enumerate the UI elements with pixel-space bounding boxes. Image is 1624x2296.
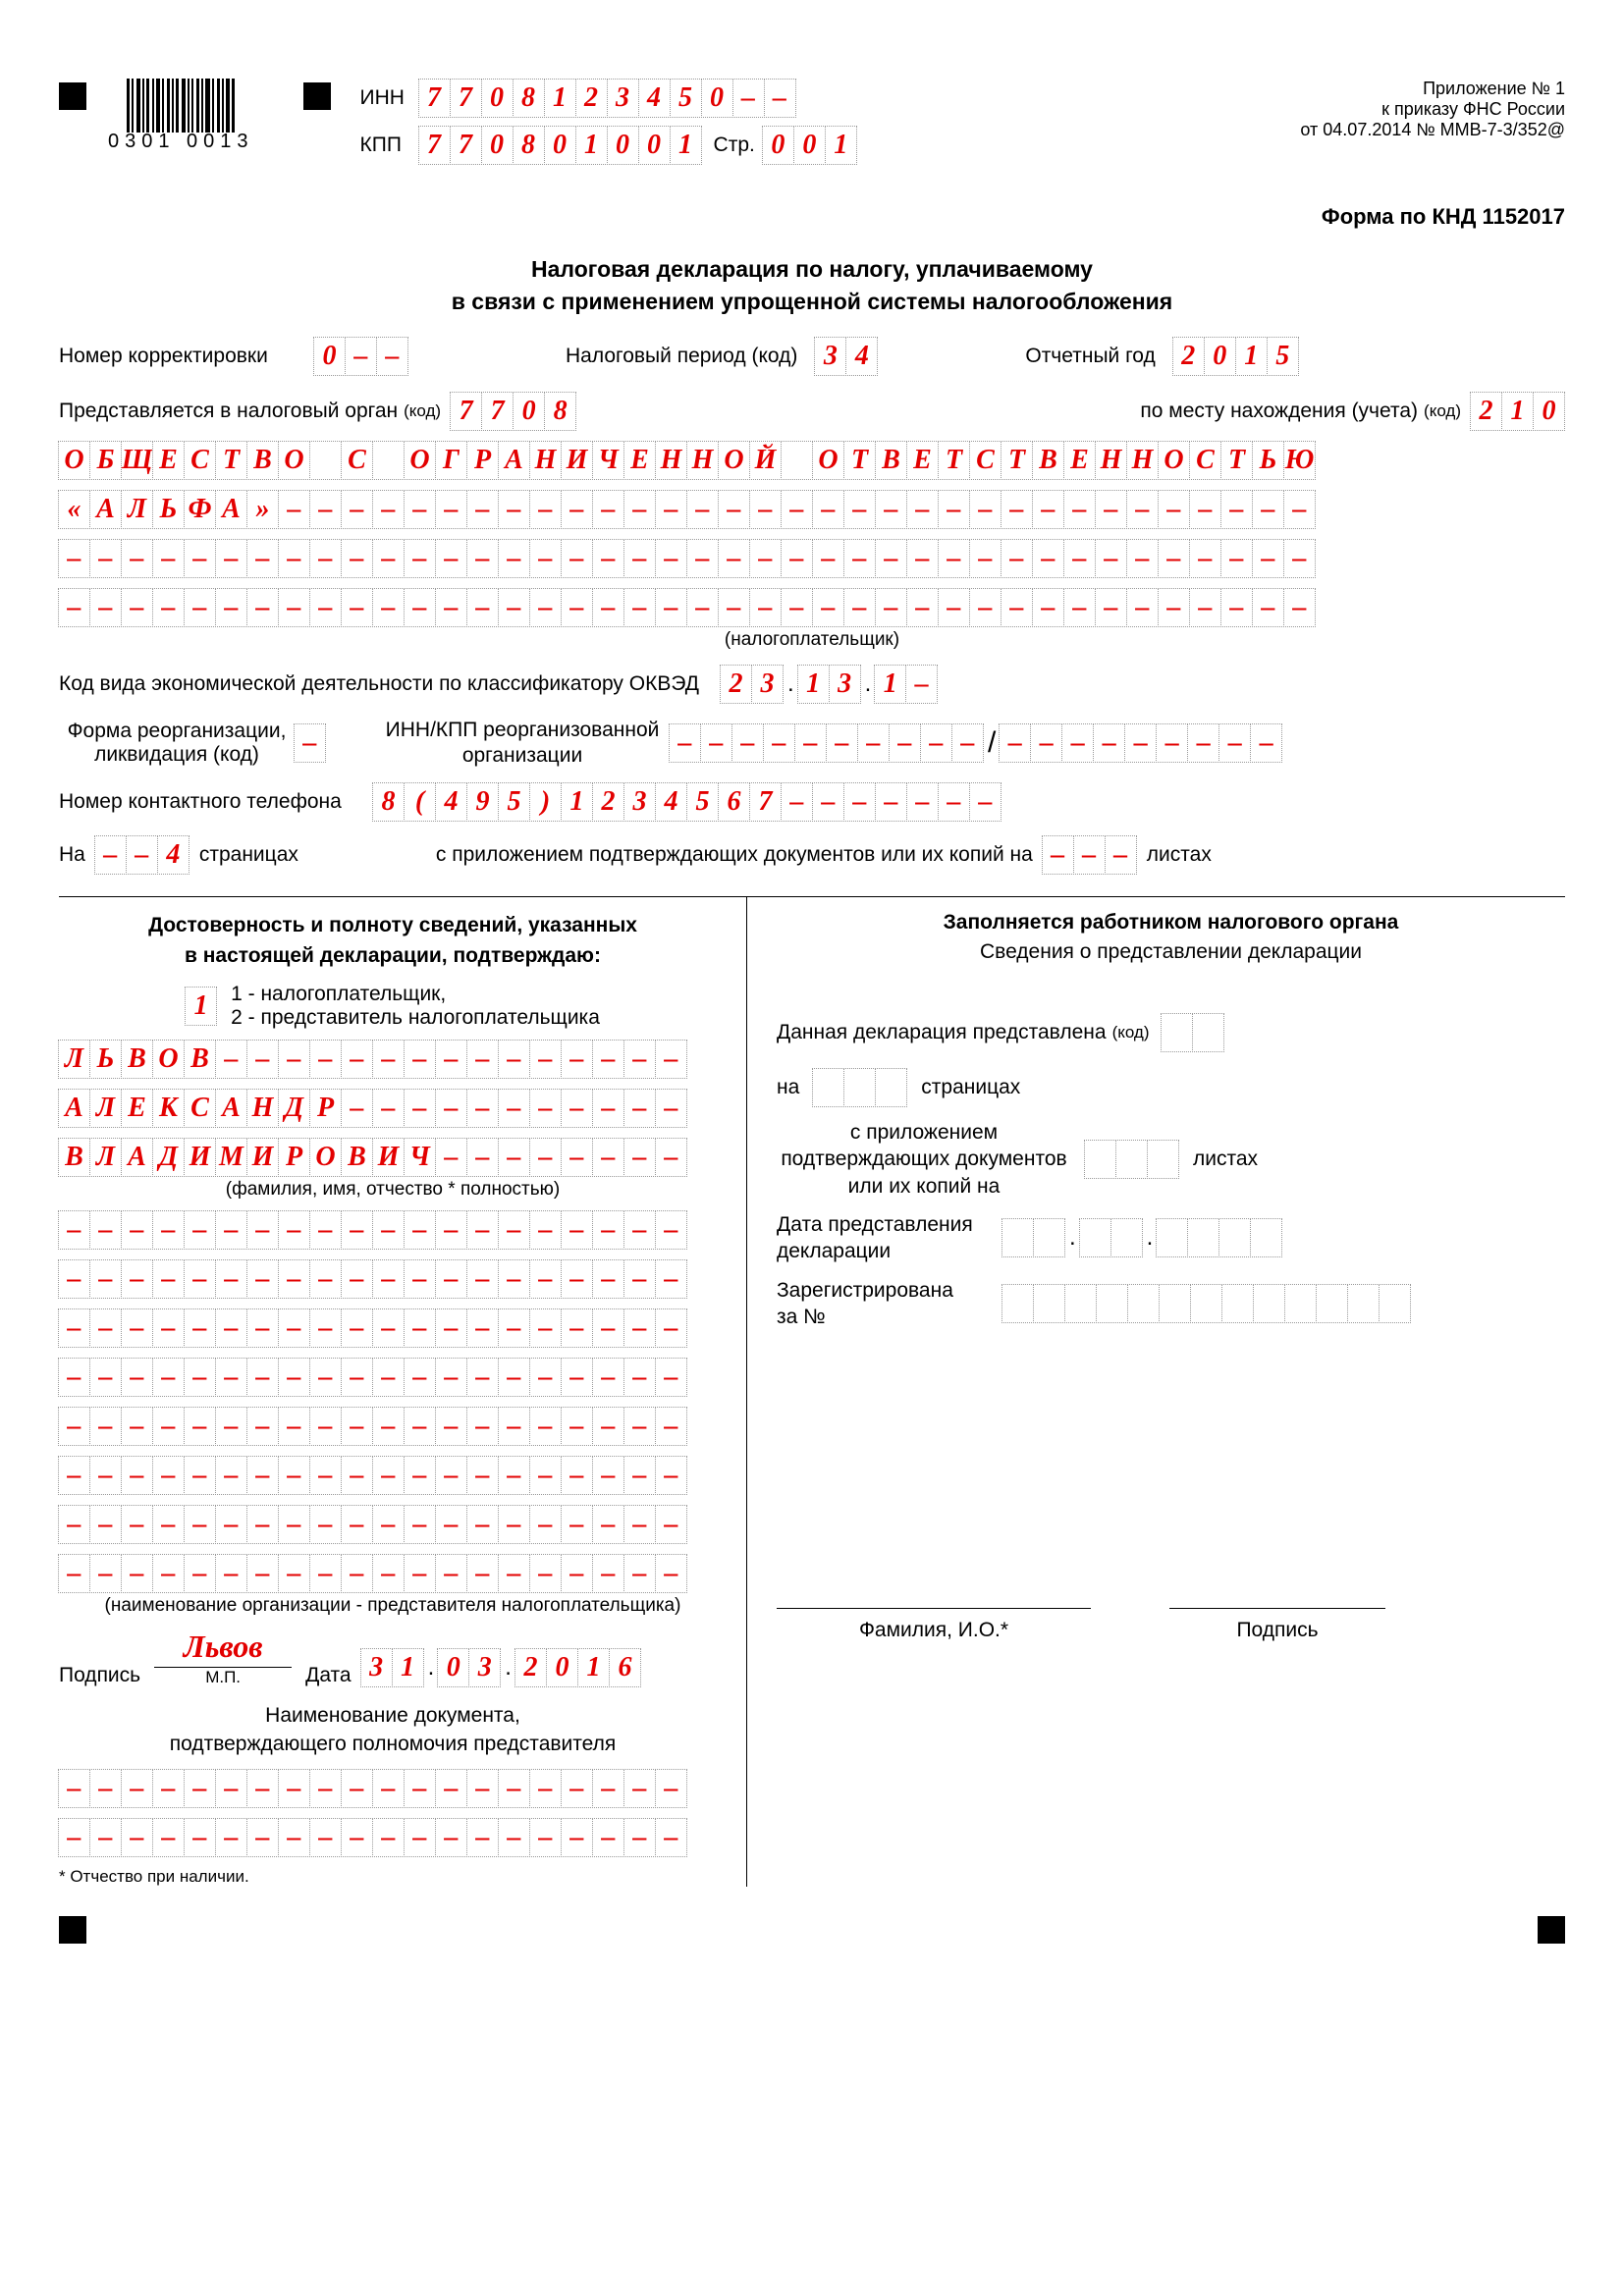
rb-sign-slot: [1169, 1585, 1385, 1609]
form-code: Форма по КНД 1152017: [59, 204, 1565, 230]
appendix: Приложение № 1 к приказу ФНС России от 0…: [1300, 79, 1565, 140]
r4-m: [1080, 1218, 1143, 1257]
marker-tl: [59, 82, 86, 110]
marker-br: [1538, 1916, 1565, 1944]
okved-g2: 13: [798, 665, 861, 704]
right-subtitle: Сведения о представлении декларации: [777, 940, 1565, 964]
r1-sub: (код): [1112, 1023, 1150, 1042]
rb-sign-label: Подпись: [1169, 1619, 1385, 1642]
who-labels: 1 - налогоплательщик, 2 - представитель …: [231, 983, 600, 1030]
organ-sub: (код): [404, 401, 441, 421]
fio-l3: ВЛАДИМИРОВИЧ––––––––: [59, 1138, 687, 1177]
phone-label: Номер контактного телефона: [59, 790, 373, 814]
stranitsah-label: страницах: [199, 843, 298, 867]
orgname-l1: ОБЩЕСТВОСОГРАНИЧЕННОЙОТВЕТСТВЕННОСТЬЮ: [59, 441, 1316, 480]
doc-title: Наименование документа, подтверждающего …: [59, 1701, 727, 1759]
orgrep-line: ––––––––––––––––––––: [59, 1358, 687, 1397]
sign-label: Подпись: [59, 1664, 140, 1687]
inn-label: ИНН: [360, 86, 419, 110]
footnote: * Отчество при наличии.: [59, 1867, 727, 1887]
page-label: Стр.: [714, 133, 755, 157]
phone-cells: 8(495)1234567–––––––: [373, 782, 1001, 822]
r5-cells: [1002, 1284, 1411, 1323]
date-m: 03: [438, 1648, 501, 1687]
corr-label: Номер корректировки: [59, 345, 314, 368]
period-label: Налоговый период (код): [566, 345, 797, 368]
organ-cells: 7708: [451, 392, 576, 431]
orgname-l3: ––––––––––––––––––––––––––––––––––––––––: [59, 539, 1316, 578]
r2-cells: [813, 1068, 907, 1107]
orgrep-line: ––––––––––––––––––––: [59, 1505, 687, 1544]
with-attach-label: с приложением подтверждающих документов …: [436, 843, 1033, 867]
corr-cells: 0––: [314, 337, 408, 376]
sheets-cells: –––: [1043, 835, 1137, 875]
r4-y: [1157, 1218, 1282, 1257]
kpp-label: КПП: [360, 133, 419, 157]
organ-label2: по месту нахождения (учета): [1140, 400, 1418, 423]
reorg-label: Форма реорганизации,ликвидация (код): [59, 720, 295, 767]
r2-after: страницах: [921, 1076, 1020, 1099]
period-cells: 34: [815, 337, 878, 376]
orgrep-line: ––––––––––––––––––––: [59, 1210, 687, 1250]
who-code: 1: [186, 987, 217, 1026]
kpp-cells: 770801001: [419, 126, 702, 165]
reorg-inn: ––––––––––: [670, 723, 984, 763]
date-y: 2016: [515, 1648, 641, 1687]
rb-fio-label: Фамилия, И.О.*: [777, 1619, 1091, 1642]
r4-d: [1002, 1218, 1065, 1257]
year-cells: 2015: [1173, 337, 1299, 376]
fio-l1: ЛЬВОВ–––––––––––––––: [59, 1040, 687, 1079]
doc-line: ––––––––––––––––––––: [59, 1818, 687, 1857]
orgrep-line: ––––––––––––––––––––: [59, 1554, 687, 1593]
orgrep-line: ––––––––––––––––––––: [59, 1407, 687, 1446]
page-cells: 001: [763, 126, 857, 165]
marker-bl: [59, 1916, 86, 1944]
reorg-kpp: –––––––––: [1000, 723, 1282, 763]
date-label: Дата: [305, 1664, 352, 1687]
doc-line: ––––––––––––––––––––: [59, 1769, 687, 1808]
inn-cells: 7708123450––: [419, 79, 796, 118]
orgrep-line: ––––––––––––––––––––: [59, 1456, 687, 1495]
rb-fio-slot: [777, 1585, 1091, 1609]
fio-caption: (фамилия, имя, отчество * полностью): [59, 1179, 727, 1201]
r1-label: Данная декларация представлена: [777, 1021, 1107, 1044]
marker-tl2: [303, 82, 331, 110]
organ-label: Представляется в налоговый орган: [59, 400, 398, 423]
r5-label: Зарегистрирована за №: [777, 1277, 1002, 1331]
orgrep-line: ––––––––––––––––––––: [59, 1308, 687, 1348]
r1-cells: [1162, 1013, 1224, 1052]
okved-label: Код вида экономической деятельности по к…: [59, 672, 699, 696]
year-label: Отчетный год: [1025, 345, 1155, 368]
right-title: Заполняется работником налогового органа: [777, 911, 1565, 934]
signature: Львов: [154, 1629, 292, 1668]
orgname-l4: ––––––––––––––––––––––––––––––––––––––––: [59, 588, 1316, 627]
reorg-code: –: [295, 723, 326, 763]
organ-cells2: 210: [1471, 392, 1565, 431]
organ-sub2: (код): [1424, 401, 1461, 421]
orgrep-caption: (наименование организации - представител…: [59, 1595, 727, 1617]
na-label: На: [59, 843, 85, 867]
date-d: 31: [361, 1648, 424, 1687]
okved-g1: 23: [721, 665, 784, 704]
r4-label: Дата представления декларации: [777, 1211, 1002, 1265]
pages-cells: ––4: [95, 835, 189, 875]
left-title: Достоверность и полноту сведений, указан…: [59, 911, 727, 971]
okved-g3: 1–: [875, 665, 938, 704]
barcode: 0301 0013: [108, 79, 254, 153]
orgrep-line: ––––––––––––––––––––: [59, 1259, 687, 1299]
title: Налоговая декларация по налогу, уплачива…: [59, 253, 1565, 319]
mp-label: М.П.: [154, 1668, 292, 1687]
barcode-digits: 0301 0013: [108, 131, 254, 153]
reorg-label2: ИНН/КПП реорганизованнойорганизации: [375, 718, 670, 770]
fio-l2: АЛЕКСАНДР–––––––––––: [59, 1089, 687, 1128]
orgname-l2: «АЛЬФА»–––––––––––––––––––––––––––––––––: [59, 490, 1316, 529]
r3-label: с приложением подтверждающих документов …: [777, 1119, 1071, 1200]
orgname-caption: (налогоплательщик): [59, 629, 1565, 651]
r2-na: на: [777, 1076, 799, 1099]
listah-label: листах: [1147, 843, 1212, 867]
r3-cells: [1085, 1140, 1179, 1179]
r3-after: листах: [1193, 1148, 1258, 1171]
